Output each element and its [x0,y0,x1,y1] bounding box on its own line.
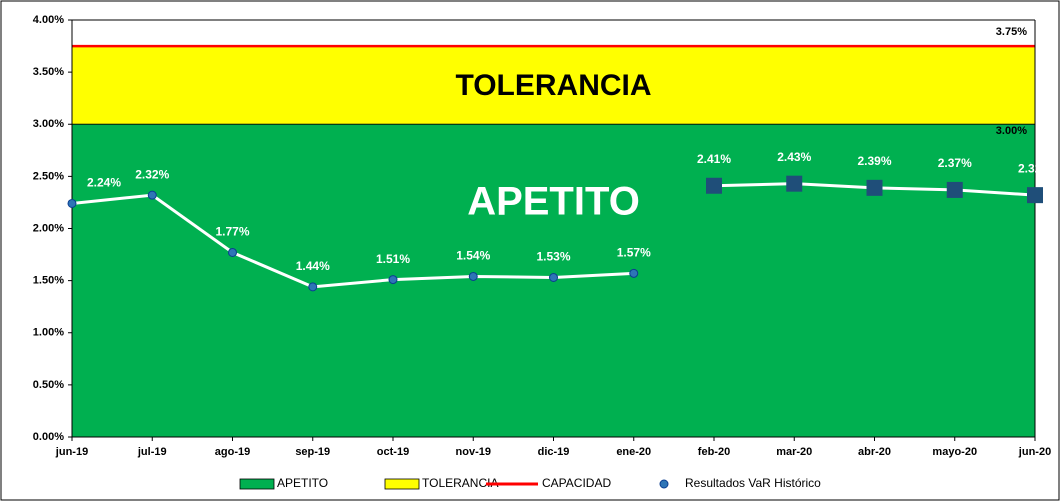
x-tick-label: mar-20 [776,446,812,458]
marker [228,247,237,257]
legend-label: CAPACIDAD [542,476,611,490]
band-top-label: 3.00% [996,125,1027,137]
legend-label: Resultados VaR Histórico [685,476,821,490]
marker [946,181,963,198]
marker [388,275,398,285]
x-tick-label: oct-19 [377,446,409,458]
y-tick-label: 3.00% [33,118,64,130]
y-tick-label: 3.50% [33,66,64,78]
data-label: 2.39% [857,154,891,168]
data-label: 1.57% [617,245,651,259]
y-tick-label: 2.50% [33,170,64,182]
x-tick-label: ago-19 [215,446,250,458]
legend-swatch [384,478,420,490]
x-tick-label: abr-20 [858,446,891,458]
y-tick-label: 1.50% [33,275,64,287]
data-label: 2.32% [1018,161,1052,175]
x-tick-label: mayo-20 [932,446,977,458]
band-label: APETITO [467,180,640,224]
data-label: 2.24% [87,176,121,190]
data-label: 2.37% [938,156,972,170]
x-tick-label: jun-19 [55,446,88,458]
marker [67,198,77,208]
x-tick-label: ene-20 [616,446,651,458]
marker [308,282,318,292]
data-label: 1.53% [536,250,570,264]
x-tick-label: sep-19 [295,446,330,458]
y-tick-label: 4.00% [33,14,64,26]
marker [866,179,883,196]
reference-label: 3.75% [996,26,1027,38]
marker [468,271,478,281]
x-tick-label: dic-19 [538,446,570,458]
band-label: TOLERANCIA [455,69,651,102]
y-tick-label: 0.50% [33,379,64,391]
legend-label: APETITO [277,476,328,490]
x-tick-label: nov-19 [456,446,491,458]
data-label: 2.43% [777,150,811,164]
marker [786,175,803,192]
marker [549,272,558,282]
legend-swatch [239,478,275,490]
x-tick-label: feb-20 [698,446,730,458]
data-label: 1.51% [376,252,410,266]
data-label: 1.44% [296,259,330,273]
data-label: 2.32% [135,167,169,181]
y-tick-label: 2.00% [33,222,64,234]
legend-label: TOLERANCIA [422,476,498,490]
band [71,45,1036,125]
marker [629,268,639,278]
series-line [71,193,634,289]
marker [706,177,722,194]
data-label: 1.77% [215,225,249,239]
x-tick-label: jun-20 [1018,446,1051,458]
data-label: 1.54% [456,249,490,263]
x-tick-label: jul-19 [137,446,167,458]
legend-swatch [659,479,669,489]
marker [147,190,157,200]
y-tick-label: 1.00% [33,327,64,339]
data-label: 2.41% [697,152,731,166]
marker [1027,187,1043,204]
y-tick-label: 0.00% [33,431,64,443]
